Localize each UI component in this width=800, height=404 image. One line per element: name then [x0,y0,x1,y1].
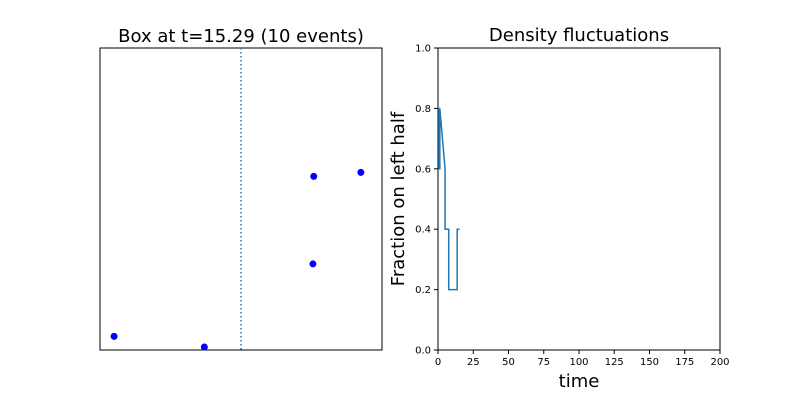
x-tick-label: 200 [710,357,729,368]
y-tick-label: 0.4 [415,225,431,236]
y-tick-label: 1.0 [415,44,431,55]
y-tick-label: 0.0 [415,346,431,357]
x-tick-label: 75 [537,357,550,368]
y-tick-label: 0.2 [415,285,431,296]
particle-point [200,343,208,351]
y-tick-label: 0.8 [415,104,431,115]
fraction-step-line [438,107,460,291]
x-tick-label: 125 [605,357,624,368]
x-tick-label: 0 [435,357,441,368]
box-panel: Box at t=15.29 (10 events) [99,26,383,351]
x-tick-label: 100 [569,357,588,368]
y-axis-ticks: 0.0 0.2 0.4 0.6 0.8 1.0 [415,44,438,357]
particle-point [110,332,118,340]
box-title: Box at t=15.29 (10 events) [118,26,364,47]
x-tick-label: 50 [502,357,515,368]
particle-points [110,168,365,351]
x-tick-label: 25 [467,357,480,368]
x-tick-label: 175 [675,357,694,368]
particle-point [309,260,317,268]
particle-point [357,168,365,176]
density-title: Density fluctuations [489,25,669,46]
x-tick-label: 150 [640,357,659,368]
y-tick-label: 0.6 [415,164,431,175]
x-axis-ticks: 0 25 50 75 100 125 150 175 200 [435,350,730,368]
density-panel: Density fluctuations 0 25 50 75 100 125 150 175… [388,25,730,392]
density-frame [437,47,721,351]
y-axis-label: Fraction on left half [388,111,409,286]
particle-point [310,172,318,180]
x-axis-label: time [559,371,600,392]
